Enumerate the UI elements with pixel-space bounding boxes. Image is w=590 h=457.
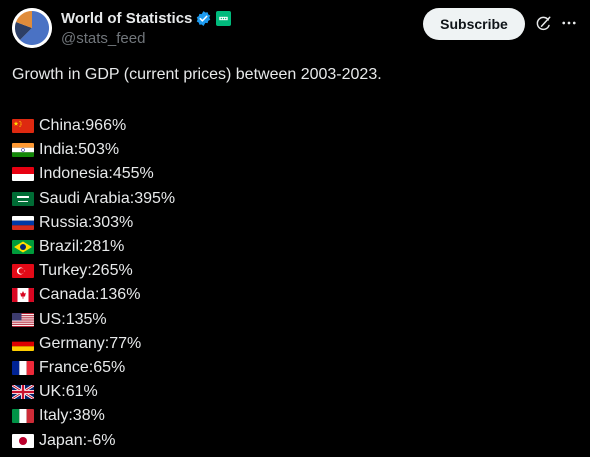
flag-in-icon [12,143,34,158]
country-label: Russia [39,213,88,231]
country-label: UK [39,383,62,401]
list-item: Saudi Arabia: 395% [12,187,175,211]
country-label: Germany [39,334,105,352]
avatar[interactable] [12,8,52,48]
country-label: Brazil [39,238,80,256]
list-item: Canada: 136% [12,283,175,307]
growth-value: 136% [99,286,141,304]
growth-value: 455% [112,165,154,183]
list-item: Germany: 77% [12,332,175,356]
growth-value: 966% [85,117,127,135]
country-label: India [39,141,74,159]
list-item: India: 503% [12,138,175,162]
handle[interactable]: @stats_feed [61,30,146,47]
country-label: Italy [39,407,69,425]
growth-value: 77% [109,334,142,352]
growth-value: 303% [92,213,134,231]
list-item: Brazil: 281% [12,235,175,259]
post-text: Growth in GDP (current prices) between 2… [12,66,382,83]
growth-value: 281% [83,238,125,256]
country-label: US [39,310,62,328]
list-item: UK: 61% [12,380,175,404]
list-item: France: 65% [12,356,175,380]
flag-jp-icon [12,433,34,448]
flag-id-icon [12,167,34,182]
flag-ca-icon [12,288,34,303]
flag-tr-icon [12,264,34,279]
flag-it-icon [12,409,34,424]
growth-value: 61% [65,383,98,401]
country-label: Turkey [39,262,88,280]
list-item: Russia: 303% [12,211,175,235]
country-label: Indonesia [39,165,109,183]
country-label: Japan [39,431,83,449]
list-item: Indonesia: 455% [12,162,175,186]
list-item: Italy: 38% [12,404,175,428]
post-header: World of Statistics @stats_feed Subscrib… [0,0,590,56]
list-item: US: 135% [12,308,175,332]
grok-icon[interactable] [534,15,552,33]
list-item: China: 966% [12,114,175,138]
flag-ru-icon [12,215,34,230]
flag-fr-icon [12,360,34,375]
more-icon[interactable] [560,14,578,32]
country-label: Saudi Arabia [39,189,130,207]
growth-value: 65% [93,358,126,376]
list-item: Turkey: 265% [12,259,175,283]
country-label: France [39,358,89,376]
pie-chart-avatar [12,8,52,48]
gdp-growth-list: China: 966% India: 503% Indonesia: 455% Sau… [12,114,175,453]
flag-br-icon [12,240,34,255]
flag-sa-icon [12,191,34,206]
country-label: Canada [39,286,96,304]
growth-value: 395% [134,189,176,207]
name-row: World of Statistics [61,9,232,27]
flag-gb-icon [12,385,34,400]
growth-value: 265% [91,262,133,280]
flag-de-icon [12,336,34,351]
growth-value: 503% [78,141,120,159]
flag-us-icon [12,312,34,327]
growth-value: -6% [87,431,116,449]
subscribe-button[interactable]: Subscribe [423,8,525,40]
list-item: Japan: -6% [12,428,175,452]
display-name[interactable]: World of Statistics [61,9,193,27]
growth-value: 135% [65,310,107,328]
affiliate-badge-icon [216,10,232,26]
country-label: China [39,117,81,135]
flag-cn-icon [12,119,34,134]
growth-value: 38% [72,407,105,425]
verified-badge-icon [197,10,211,26]
